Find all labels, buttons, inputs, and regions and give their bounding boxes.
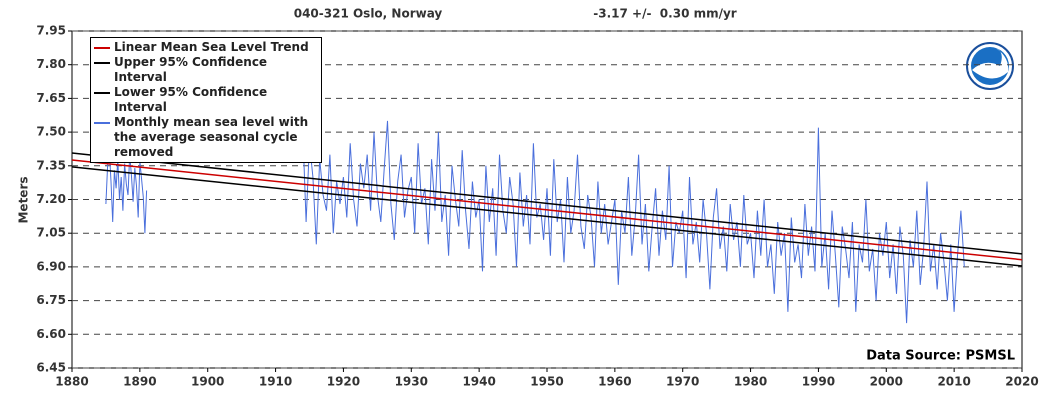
x-tick-label: 2000 bbox=[870, 375, 903, 389]
y-tick-label: 6.75 bbox=[36, 293, 66, 307]
y-tick-label: 7.20 bbox=[36, 192, 66, 206]
x-tick-label: 1960 bbox=[598, 375, 631, 389]
legend: Linear Mean Sea Level Trend Upper 95% Con… bbox=[90, 37, 322, 163]
x-tick-label: 1910 bbox=[259, 375, 292, 389]
x-tick-label: 1920 bbox=[327, 375, 360, 389]
y-tick-label: 6.45 bbox=[36, 361, 66, 375]
series-line bbox=[71, 159, 1023, 261]
y-tick-label: 7.05 bbox=[36, 226, 66, 240]
legend-swatch bbox=[94, 92, 110, 94]
x-tick-label: 1950 bbox=[530, 375, 563, 389]
chart-subtitle: -3.17 +/- 0.30 mm/yr bbox=[593, 7, 737, 21]
legend-item: Upper 95% Confidence Interval bbox=[94, 55, 318, 85]
y-tick-label: 7.80 bbox=[36, 57, 66, 71]
legend-item: Linear Mean Sea Level Trend bbox=[94, 40, 318, 55]
x-tick-label: 1900 bbox=[191, 375, 224, 389]
x-tick-label: 1930 bbox=[395, 375, 428, 389]
chart-title: 040-321 Oslo, Norway bbox=[294, 7, 443, 21]
series-line bbox=[71, 166, 1023, 267]
x-tick-label: 2020 bbox=[1005, 375, 1038, 389]
series-line bbox=[71, 152, 1023, 255]
legend-label: Upper 95% Confidence Interval bbox=[114, 55, 268, 84]
y-tick-label: 7.95 bbox=[36, 24, 66, 38]
legend-swatch bbox=[94, 122, 110, 124]
y-tick-label: 7.65 bbox=[36, 91, 66, 105]
legend-label: Lower 95% Confidence Interval bbox=[114, 85, 268, 114]
annotation: Data Source: PSMSL bbox=[866, 349, 1015, 364]
y-tick-label: 7.35 bbox=[36, 158, 66, 172]
x-tick-label: 1890 bbox=[123, 375, 156, 389]
legend-swatch bbox=[94, 62, 110, 64]
x-tick-label: 1990 bbox=[802, 375, 835, 389]
y-tick-label: 6.90 bbox=[36, 259, 66, 273]
x-tick-label: 1970 bbox=[666, 375, 699, 389]
y-tick-label: 7.50 bbox=[36, 125, 66, 139]
legend-item: Lower 95% Confidence Interval bbox=[94, 85, 318, 115]
noaa-logo bbox=[966, 42, 1014, 90]
legend-item: Monthly mean sea level with the average … bbox=[94, 115, 318, 160]
x-tick-label: 1980 bbox=[734, 375, 767, 389]
y-tick-label: 6.60 bbox=[36, 327, 66, 341]
legend-label: Linear Mean Sea Level Trend bbox=[114, 40, 309, 54]
legend-label: Monthly mean sea level with the average … bbox=[114, 115, 309, 159]
x-tick-label: 1880 bbox=[55, 375, 88, 389]
y-axis-label: Meters bbox=[17, 176, 31, 223]
x-tick-label: 2010 bbox=[937, 375, 970, 389]
legend-swatch bbox=[94, 47, 110, 49]
x-tick-label: 1940 bbox=[462, 375, 495, 389]
